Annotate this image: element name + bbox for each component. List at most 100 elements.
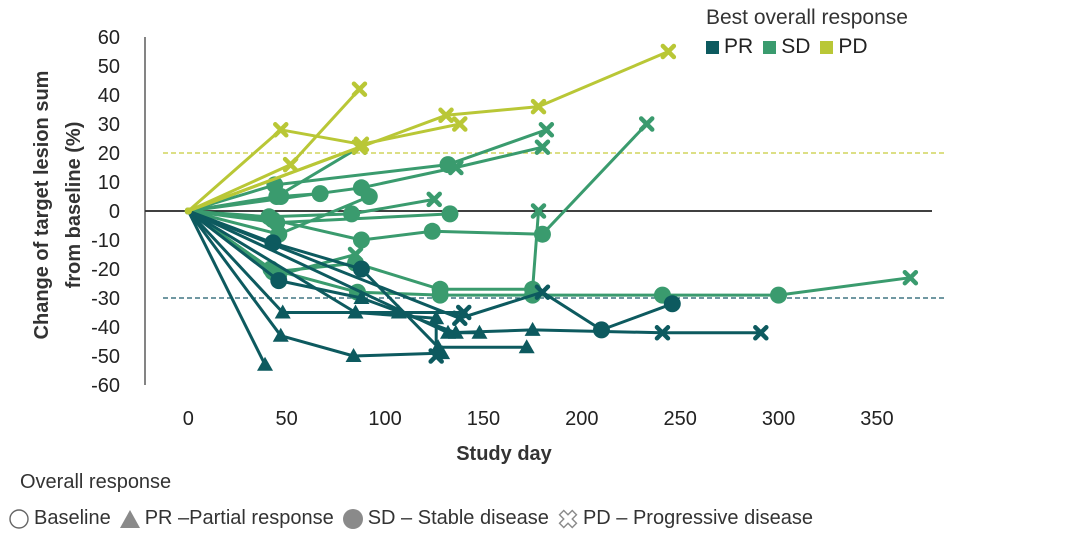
x-tick-label: 300 (762, 408, 795, 430)
pd-point (753, 325, 769, 341)
series-line (187, 210, 443, 358)
legend-item-sd: SD (763, 35, 810, 59)
y-tick-label: -30 (91, 288, 120, 310)
pr-point (518, 339, 535, 354)
legend-label-pr: PR (724, 35, 754, 58)
pd-point (534, 284, 551, 300)
pd-point (654, 325, 671, 341)
pr-point (345, 348, 362, 362)
sd-point (270, 272, 288, 290)
sd-point (360, 188, 378, 205)
marker-legend-pr-label: PR –Partial response (144, 507, 334, 529)
legend-swatch-pr (706, 40, 719, 54)
legend-title: Best overall response (706, 6, 908, 29)
series-line (187, 128, 547, 213)
pd-point (452, 116, 468, 132)
pd-point (902, 269, 919, 286)
series-line (188, 145, 543, 213)
pd-point (273, 122, 289, 138)
series-layer (184, 43, 919, 371)
y-tick-label: 0 (109, 201, 120, 223)
series-line (187, 209, 464, 314)
pd-point (530, 203, 547, 219)
series-line (187, 122, 461, 213)
pr-point (353, 290, 370, 304)
series-pr-21 (184, 207, 681, 339)
x-axis-title: Study day (456, 443, 552, 465)
pr-point (428, 310, 445, 325)
x-tick-label: 150 (467, 408, 500, 430)
y-tick-label: 60 (98, 27, 120, 49)
pr-point (524, 321, 541, 336)
series-sd-11 (184, 205, 459, 232)
legend-swatch-sd (763, 40, 777, 54)
y-tick-label: -40 (91, 317, 120, 339)
series-line (187, 209, 438, 356)
series-line (186, 210, 267, 366)
sd-point (272, 188, 290, 205)
sd-point (352, 260, 370, 278)
pd-point (351, 81, 368, 97)
x-tick-label: 250 (663, 408, 696, 430)
legend: Best overall response PR SD PD (706, 6, 908, 59)
pd-point (428, 348, 444, 364)
x-tick-label: 100 (368, 408, 401, 430)
pr-point (272, 327, 289, 342)
marker-legend-pd-label: PD – Progressive disease (582, 507, 814, 529)
sd-point (592, 321, 610, 339)
pd-point (530, 98, 547, 115)
series-sd-8 (184, 188, 378, 243)
marker-legend-pr: PR –Partial response (119, 507, 334, 530)
series-pr-22 (184, 207, 769, 341)
pd-point (347, 246, 364, 263)
circle-filled-icon (342, 508, 363, 529)
legend-items: PR SD PD (706, 35, 908, 59)
sd-point (423, 222, 441, 240)
y-tick-label: -60 (91, 375, 120, 397)
sd-point (352, 231, 370, 249)
x-open-icon (558, 509, 578, 528)
pd-point (660, 43, 677, 60)
legend-label-sd: SD (781, 35, 811, 58)
y-tick-label: 30 (98, 114, 120, 136)
baseline-point (184, 207, 192, 215)
sd-point (663, 295, 681, 313)
sd-point (431, 280, 449, 298)
x-tick-label: 350 (860, 408, 893, 430)
y-tick-label: 50 (98, 56, 120, 78)
y-tick-label: 40 (98, 85, 120, 107)
marker-legend-baseline: Baseline (8, 507, 111, 530)
pd-point (426, 191, 442, 208)
triangle-icon (119, 509, 140, 528)
legend-swatch-pd (820, 40, 834, 54)
sd-point (770, 286, 788, 304)
series-pd-3 (184, 43, 677, 215)
x-tick-label: 0 (183, 408, 194, 430)
circle-open-icon (9, 508, 29, 529)
pr-point (439, 324, 456, 339)
pd-point (534, 139, 551, 155)
marker-legend-sd: SD – Stable disease (342, 507, 549, 530)
series-line (187, 50, 669, 213)
y-tick-label: 20 (98, 143, 120, 165)
sd-point (268, 214, 286, 232)
series-line (188, 122, 648, 242)
y-axis-title-line-2: from baseline (%) (63, 122, 85, 289)
y-tick-label: -10 (91, 230, 120, 252)
y-tick-label: -20 (91, 259, 120, 281)
sd-point (441, 205, 459, 223)
legend-label-pd: PD (838, 35, 868, 58)
marker-legend-baseline-label: Baseline (34, 507, 111, 529)
pd-point (438, 107, 454, 124)
x-tick-label: 50 (276, 408, 298, 430)
pd-point (452, 310, 468, 327)
y-axis-title-line-1: Change of target lesion sum (31, 71, 53, 340)
y-axis-title: Change of target lesion sum from baselin… (31, 71, 85, 340)
overall-response-legend: Baseline PR –Partial response SD – Stabl… (8, 507, 821, 530)
pd-point (638, 116, 655, 132)
legend-item-pr: PR (706, 35, 753, 59)
y-tick-label: 10 (98, 172, 120, 194)
pr-point (347, 304, 364, 319)
pd-point (448, 159, 464, 176)
